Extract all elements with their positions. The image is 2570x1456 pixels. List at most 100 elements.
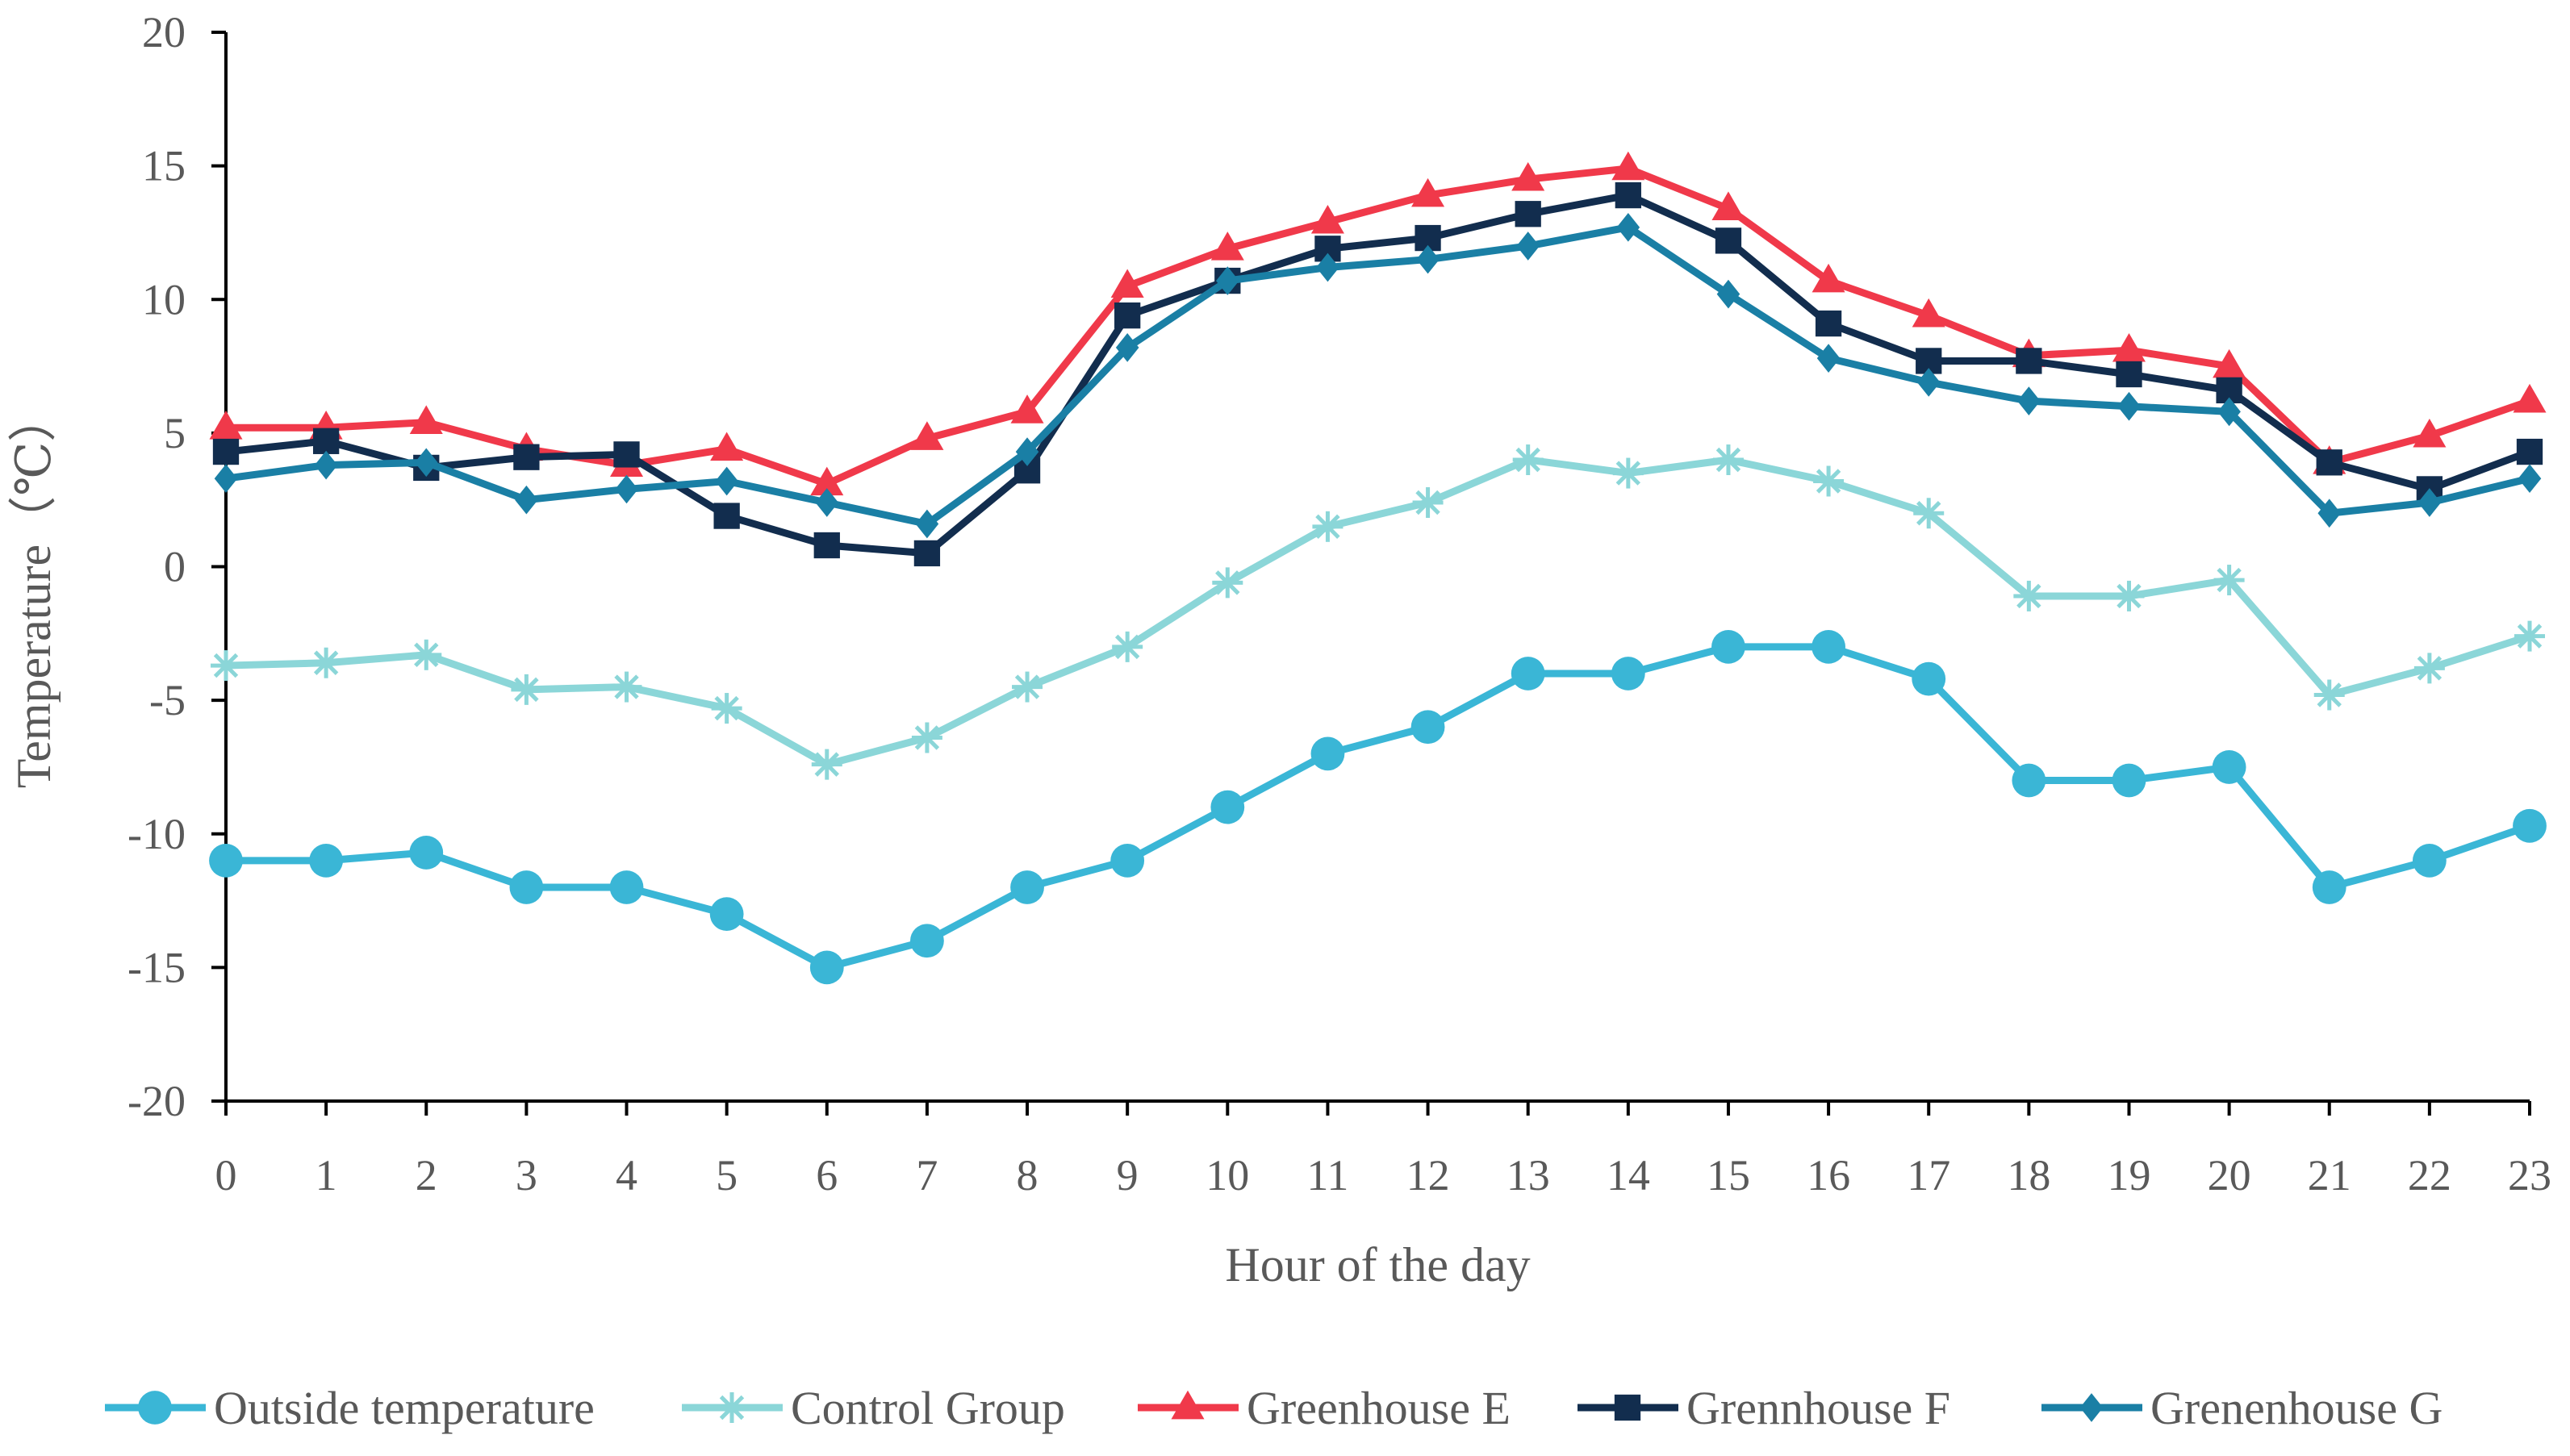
data-point (711, 693, 742, 724)
data-point (409, 405, 443, 434)
data-point (2313, 679, 2345, 711)
asterisk-stroke (2517, 624, 2543, 649)
data-point (1813, 465, 1845, 497)
asterisk-stroke (213, 653, 239, 678)
y-tick-label: -10 (127, 810, 186, 858)
data-point (1611, 657, 1645, 690)
x-tick-label: 23 (2508, 1151, 2551, 1199)
data-point (1312, 511, 1344, 542)
data-point (1611, 151, 1645, 181)
data-point (2212, 750, 2246, 784)
x-tick-label: 4 (616, 1151, 637, 1199)
data-point (2012, 763, 2046, 798)
data-point (2516, 438, 2543, 465)
asterisk-stroke (2417, 656, 2443, 681)
data-point (511, 674, 542, 705)
x-tick-label: 3 (516, 1151, 537, 1199)
data-point (1015, 437, 1039, 466)
data-point (709, 897, 744, 932)
data-point (1216, 266, 1239, 295)
data-point (1616, 212, 1640, 242)
data-point (212, 438, 240, 465)
asterisk-stroke (2317, 682, 2342, 707)
legend-marker (1614, 1394, 1641, 1421)
data-point (613, 441, 640, 468)
x-tick-label: 16 (1807, 1151, 1850, 1199)
data-point (1316, 252, 1339, 282)
data-point (1816, 344, 1841, 373)
series-line (226, 165, 2531, 488)
asterisk-stroke (1215, 570, 1240, 595)
data-point (715, 466, 738, 496)
data-point (312, 428, 340, 454)
data-point (813, 532, 840, 559)
data-point (1112, 631, 1143, 662)
data-point (1511, 657, 1545, 690)
data-point (509, 870, 544, 904)
x-tick-label: 18 (2007, 1151, 2050, 1199)
series-outside-temperature (209, 629, 2547, 985)
data-point (2518, 464, 2542, 494)
asterisk-stroke (714, 695, 739, 721)
data-point (1416, 244, 1440, 274)
x-tick-label: 19 (2107, 1151, 2150, 1199)
data-point (2112, 332, 2146, 362)
series-line (225, 223, 2531, 528)
legend-label: Grenenhouse G (2150, 1382, 2443, 1434)
series-control-group (211, 444, 2545, 780)
data-point (1515, 201, 1541, 227)
data-point (2417, 488, 2442, 517)
data-point (1010, 870, 1044, 904)
y-tick-label: -5 (149, 676, 186, 724)
y-axis-title: Temperature（℃） (7, 394, 61, 788)
asterisk-stroke (2016, 583, 2041, 609)
asterisk-stroke (1615, 461, 1641, 486)
data-point (1411, 177, 1445, 207)
asterisk-stroke (1114, 634, 1140, 660)
x-tick-label: 12 (1406, 1151, 1450, 1199)
asterisk-stroke (313, 650, 339, 675)
data-point (2116, 361, 2142, 388)
x-tick-label: 21 (2308, 1151, 2351, 1199)
data-point (1712, 444, 1744, 475)
data-point (2213, 348, 2246, 378)
data-point (2013, 580, 2045, 611)
data-point (2513, 808, 2547, 843)
data-point (1012, 671, 1043, 703)
data-point (1511, 161, 1545, 191)
data-point (1114, 302, 1141, 329)
data-point (1615, 181, 1641, 209)
y-tick-label: 20 (142, 8, 186, 56)
legend-marker (138, 1391, 172, 1425)
y-tick-label: 15 (142, 142, 186, 190)
data-point (1812, 263, 1845, 293)
data-point (1612, 457, 1644, 489)
data-point (1210, 232, 1244, 261)
data-point (611, 671, 642, 703)
data-point (2412, 843, 2447, 878)
x-tick-label: 2 (416, 1151, 437, 1199)
data-point (2017, 386, 2041, 415)
data-point (411, 639, 442, 670)
x-tick-label: 13 (1506, 1151, 1550, 1199)
asterisk-stroke (1715, 447, 1741, 473)
x-tick-label: 1 (316, 1151, 337, 1199)
data-point (515, 485, 538, 515)
legend-label: Grennhouse F (1686, 1382, 1950, 1434)
data-point (1812, 629, 1845, 664)
asterisk-stroke (1816, 469, 1841, 494)
data-point (1210, 790, 1245, 824)
asterisk-stroke (1415, 490, 1440, 515)
data-point (1711, 191, 1745, 220)
y-tick-label: -15 (127, 943, 186, 991)
data-point (1912, 661, 1946, 696)
asterisk-stroke (1916, 501, 1941, 526)
data-point (1410, 710, 1445, 745)
data-point (2514, 620, 2545, 652)
data-point (1115, 333, 1139, 362)
data-point (609, 870, 644, 904)
data-point (1916, 368, 1941, 397)
y-tick-label: -20 (127, 1077, 186, 1125)
x-tick-label: 17 (1907, 1151, 1950, 1199)
